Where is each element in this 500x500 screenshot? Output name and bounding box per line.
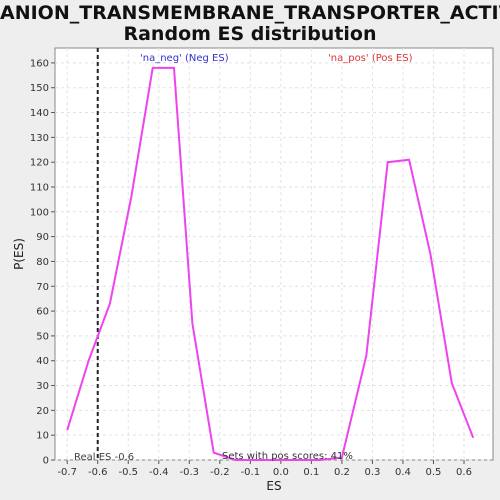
x-tick-label: -0.2 — [210, 467, 230, 478]
y-axis-ticks: 0 10 20 30 40 50 60 70 80 90 100 110 120 130 140 150 160 — [30, 58, 55, 467]
x-tick-label: 0.4 — [395, 467, 411, 478]
y-tick-label: 30 — [36, 381, 49, 392]
y-axis-label: P(ES) — [12, 238, 26, 270]
y-tick-label: 90 — [36, 232, 49, 243]
x-axis-ticks: -0.7 -0.6 -0.5 -0.4 -0.3 -0.2 -0.1 0.0 0.1 0.2 0.3… — [57, 460, 472, 478]
pos-scores-label: Sets with pos scores: 41% — [222, 451, 353, 462]
y-tick-label: 130 — [30, 133, 49, 144]
grid-lines — [55, 48, 493, 461]
y-tick-label: 80 — [36, 257, 49, 268]
y-tick-label: 50 — [36, 331, 49, 342]
real-es-label: Real ES -0.6 — [74, 452, 134, 463]
chart-title-line2: Random ES distribution — [123, 23, 377, 45]
y-tick-label: 150 — [30, 83, 49, 94]
y-tick-label: 120 — [30, 158, 49, 169]
x-axis-label: ES — [266, 479, 281, 493]
y-tick-label: 60 — [36, 307, 49, 318]
y-tick-label: 110 — [30, 182, 49, 193]
x-tick-label: -0.1 — [241, 467, 261, 478]
x-tick-label: 0.2 — [334, 467, 350, 478]
x-tick-label: 0.3 — [364, 467, 380, 478]
neg-es-label: 'na_neg' (Neg ES) — [140, 53, 229, 64]
y-tick-label: 140 — [30, 108, 49, 119]
pos-es-label: 'na_pos' (Pos ES) — [328, 53, 413, 64]
x-tick-label: 0.5 — [426, 467, 442, 478]
y-tick-label: 20 — [36, 406, 49, 417]
y-tick-label: 0 — [43, 456, 49, 467]
y-tick-label: 70 — [36, 282, 49, 293]
y-tick-label: 160 — [30, 58, 49, 69]
x-tick-label: 0.1 — [303, 467, 319, 478]
es-distribution-line — [66, 66, 475, 461]
x-tick-label: -0.7 — [57, 467, 77, 478]
x-tick-label: -0.4 — [149, 467, 169, 478]
y-tick-label: 10 — [36, 431, 49, 442]
chart-title-line1: ANION_TRANSMEMBRANE_TRANSPORTER_ACTIVITY… — [0, 2, 500, 24]
x-tick-label: -0.5 — [118, 467, 138, 478]
y-tick-label: 100 — [30, 207, 49, 218]
x-tick-label: 0.0 — [273, 467, 289, 478]
y-tick-label: 40 — [36, 356, 49, 367]
x-tick-label: -0.3 — [180, 467, 200, 478]
x-tick-label: -0.6 — [88, 467, 108, 478]
x-tick-label: 0.6 — [456, 467, 472, 478]
